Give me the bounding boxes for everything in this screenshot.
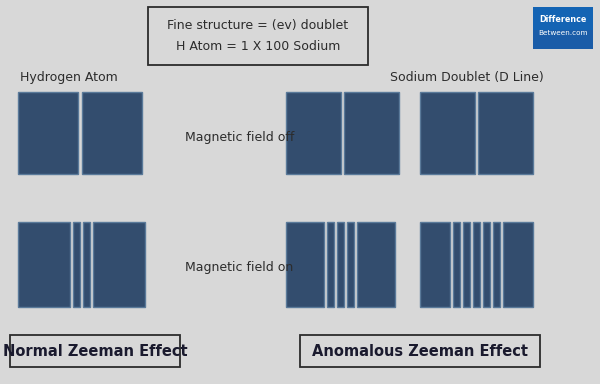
Bar: [473, 222, 480, 307]
Text: Hydrogen Atom: Hydrogen Atom: [20, 71, 118, 84]
Bar: [478, 92, 533, 174]
Bar: [344, 92, 399, 174]
Bar: [533, 7, 593, 49]
Text: Sodium Doublet (D Line): Sodium Doublet (D Line): [390, 71, 544, 84]
Bar: [73, 222, 80, 307]
Bar: [493, 222, 500, 307]
Bar: [300, 335, 540, 367]
Bar: [18, 92, 78, 174]
Bar: [286, 222, 324, 307]
Bar: [533, 7, 593, 30]
Text: Normal Zeeman Effect: Normal Zeeman Effect: [2, 344, 187, 359]
Bar: [463, 222, 470, 307]
Text: Magnetic field on: Magnetic field on: [185, 262, 293, 275]
Bar: [18, 222, 70, 307]
Bar: [148, 7, 368, 65]
Bar: [93, 222, 145, 307]
Bar: [420, 92, 475, 174]
Bar: [347, 222, 354, 307]
Bar: [453, 222, 460, 307]
Bar: [337, 222, 344, 307]
Bar: [503, 222, 533, 307]
Bar: [420, 222, 450, 307]
Bar: [357, 222, 395, 307]
Text: Magnetic field off: Magnetic field off: [185, 131, 295, 144]
Bar: [10, 335, 180, 367]
Bar: [82, 92, 142, 174]
Text: Anomalous Zeeman Effect: Anomalous Zeeman Effect: [312, 344, 528, 359]
Text: Difference: Difference: [539, 15, 587, 23]
Bar: [483, 222, 490, 307]
Bar: [286, 92, 341, 174]
Bar: [83, 222, 90, 307]
Text: Between․com: Between․com: [538, 30, 588, 36]
Text: H Atom = 1 X 100 Sodium: H Atom = 1 X 100 Sodium: [176, 40, 340, 53]
Bar: [327, 222, 334, 307]
Text: Fine structure = (ev) doublet: Fine structure = (ev) doublet: [167, 20, 349, 33]
